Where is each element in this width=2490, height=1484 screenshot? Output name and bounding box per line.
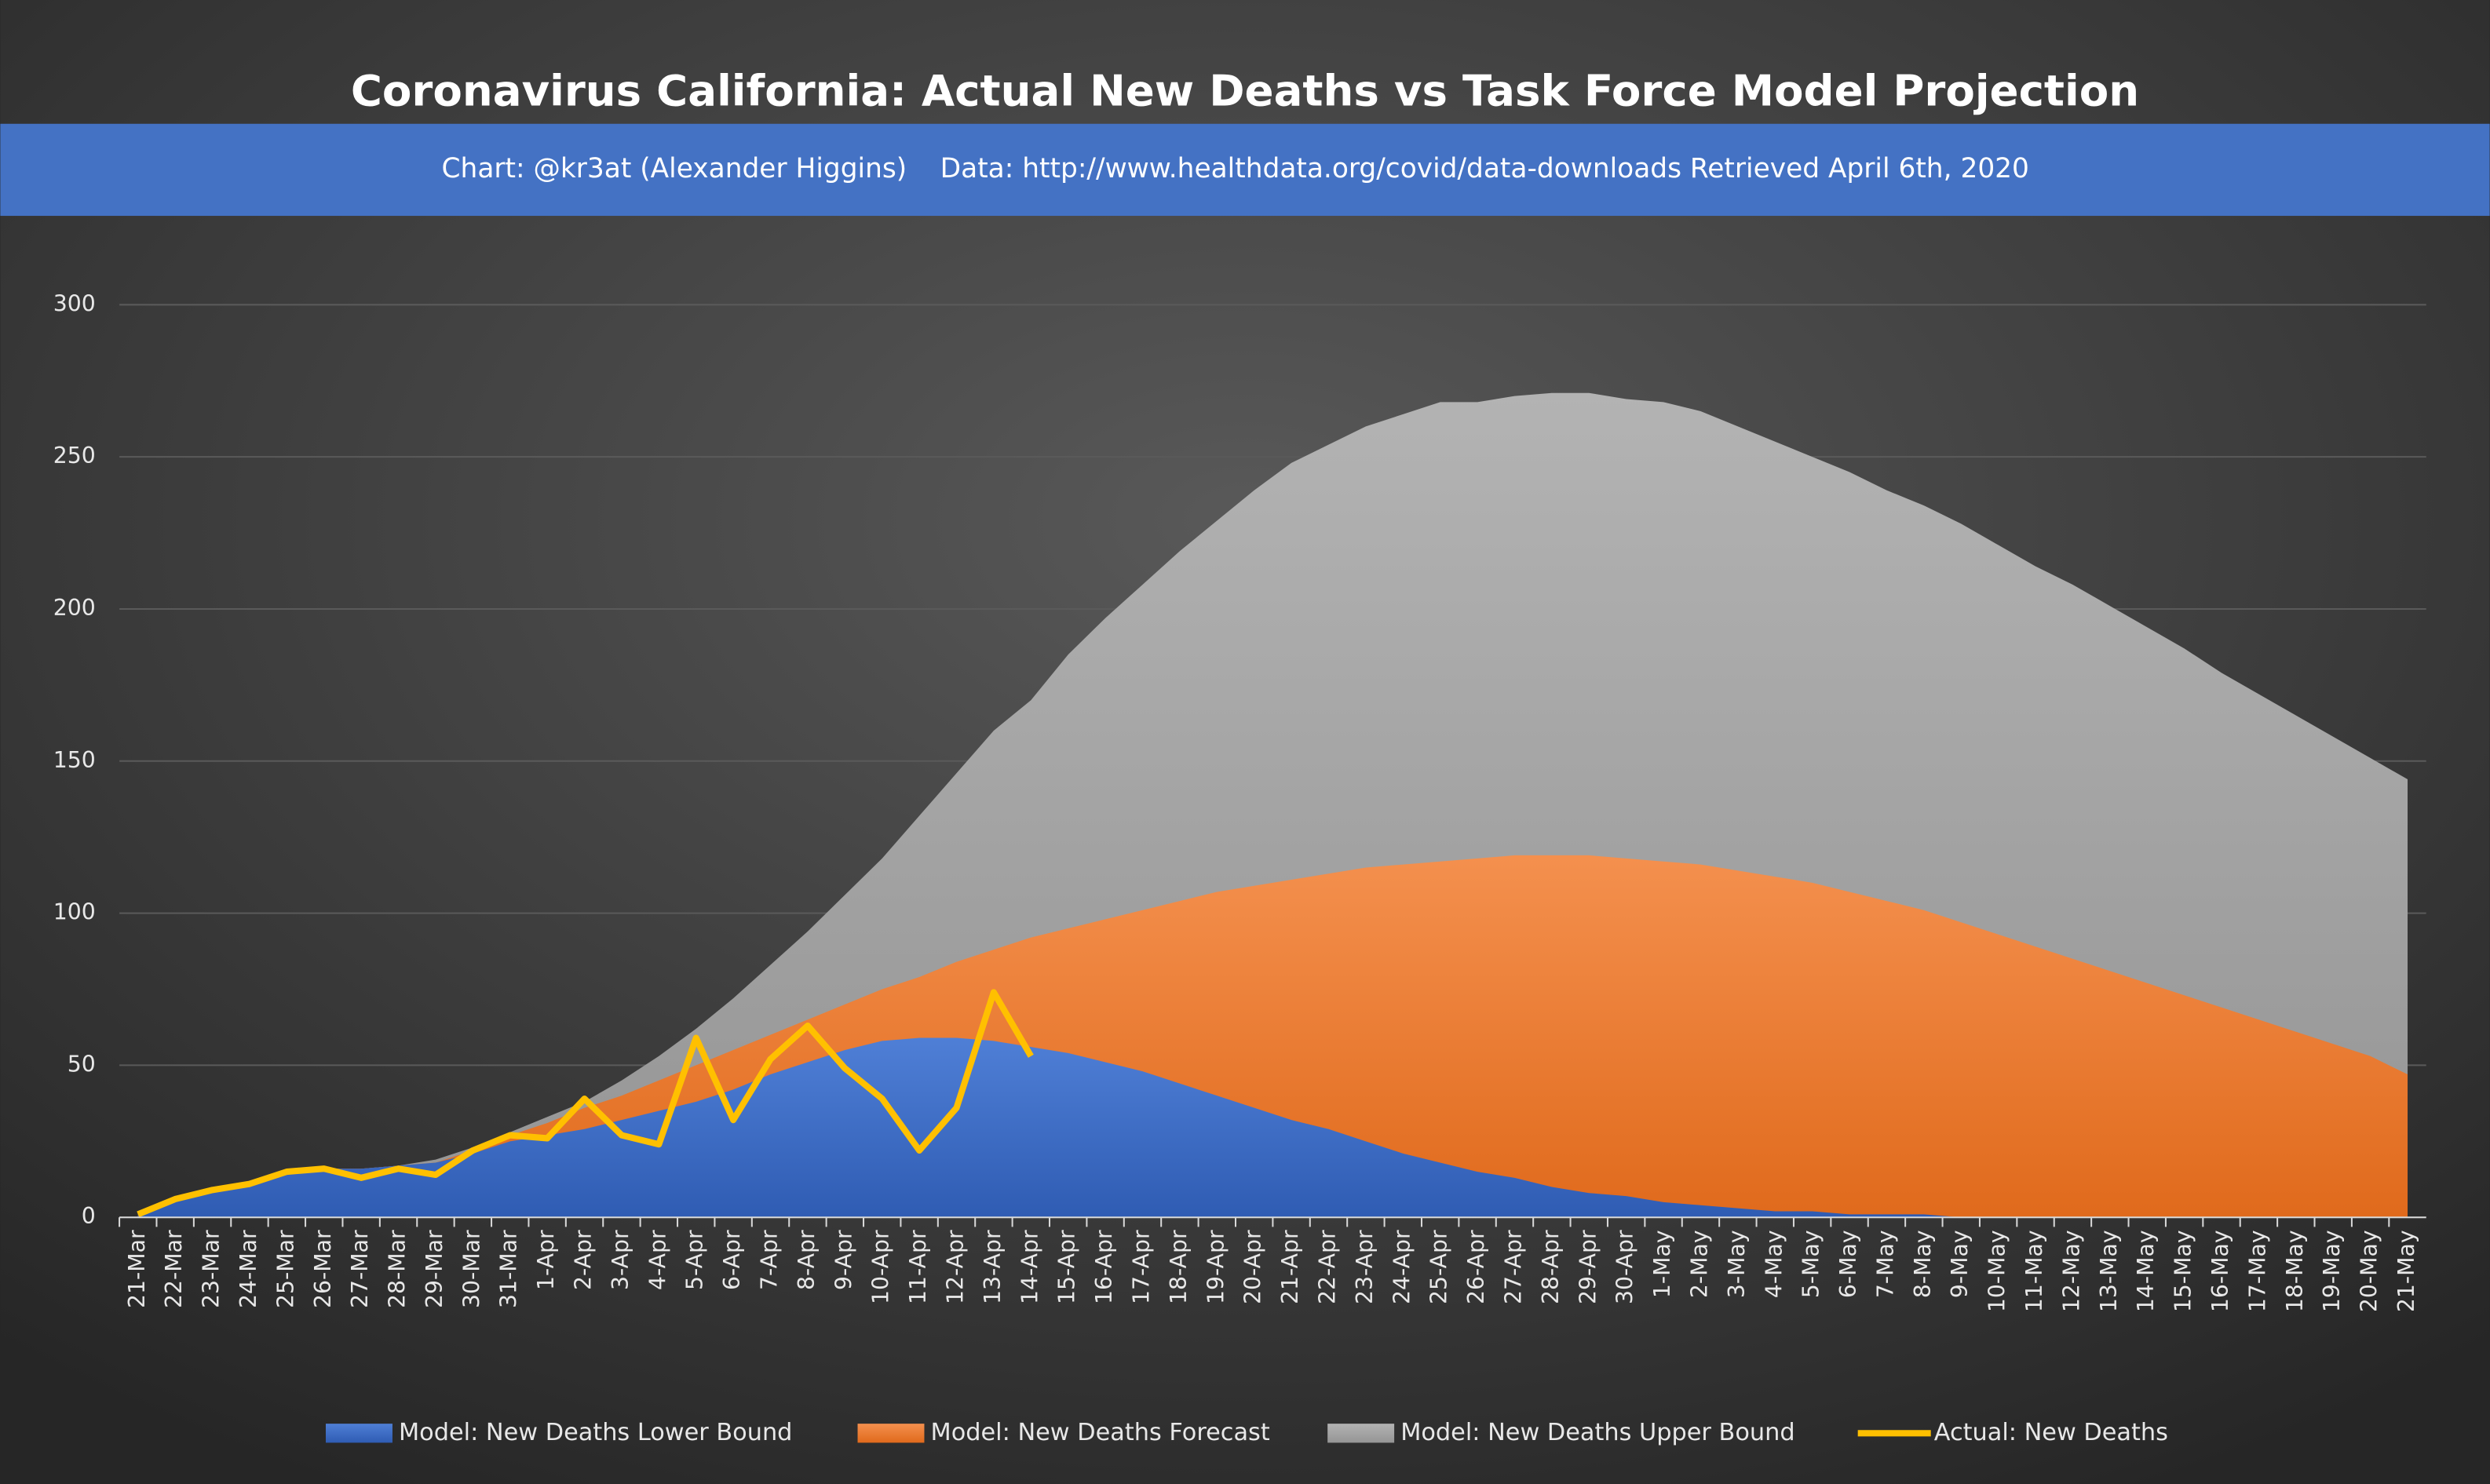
x-tick-label: 14-Apr	[1017, 1230, 1042, 1304]
x-tick-label: 25-Apr	[1426, 1230, 1452, 1304]
legend-swatch	[1327, 1424, 1395, 1443]
x-tick-label: 19-May	[2319, 1230, 2345, 1312]
area	[137, 1037, 2408, 1218]
x-tick-label: 3-Apr	[608, 1230, 633, 1290]
x-tick-label: 25-Mar	[272, 1230, 298, 1308]
x-tick-label: 22-Mar	[161, 1230, 187, 1308]
y-tick-label: 250	[53, 443, 96, 469]
x-tick-label: 2-May	[1686, 1230, 1712, 1298]
x-tick-label: 29-Mar	[422, 1230, 447, 1308]
x-tick-label: 28-Mar	[385, 1230, 411, 1308]
line	[137, 989, 1034, 1218]
x-tick-label: 6-Apr	[719, 1230, 745, 1290]
x-tick-label: 21-Apr	[1277, 1230, 1303, 1304]
x-tick-label: 8-Apr	[794, 1230, 820, 1290]
x-tick-label: 23-Mar	[199, 1230, 225, 1308]
legend-swatch	[857, 1424, 925, 1443]
x-tick-label: 30-Mar	[458, 1230, 484, 1308]
legend-label: Model: New Deaths Upper Bound	[1400, 1419, 1794, 1446]
x-tick-label: 26-Apr	[1463, 1230, 1489, 1304]
y-tick-label: 300	[53, 290, 96, 316]
x-tick-label: 15-Apr	[1054, 1230, 1080, 1304]
x-tick-label: 16-Apr	[1091, 1230, 1117, 1304]
x-tick-label: 11-May	[2021, 1230, 2047, 1312]
y-tick-label: 200	[53, 595, 96, 621]
legend-swatch	[325, 1424, 392, 1443]
x-tick-label: 10-May	[1984, 1230, 2010, 1312]
x-tick-label: 29-Apr	[1575, 1230, 1601, 1304]
y-tick-label: 50	[68, 1051, 96, 1077]
x-tick-label: 24-Apr	[1389, 1230, 1415, 1304]
x-tick-label: 21-May	[2393, 1230, 2419, 1312]
x-tick-label: 18-May	[2282, 1230, 2308, 1312]
x-tick-label: 7-Apr	[757, 1230, 783, 1290]
x-tick-label: 5-Apr	[682, 1230, 708, 1290]
legend-label: Model: New Deaths Forecast	[931, 1419, 1270, 1446]
x-tick-label: 11-Apr	[905, 1230, 931, 1304]
x-tick-label: 6-May	[1835, 1230, 1861, 1298]
x-tick-label: 20-May	[2357, 1230, 2382, 1312]
y-tick-label: 100	[53, 899, 96, 925]
x-tick-label: 2-Apr	[571, 1230, 597, 1290]
y-tick-label: 0	[82, 1203, 96, 1229]
x-tick-label: 9-May	[1947, 1230, 1973, 1298]
x-tick-label: 17-May	[2244, 1230, 2270, 1312]
x-tick-label: 19-Apr	[1203, 1230, 1229, 1304]
x-tick-label: 17-Apr	[1129, 1230, 1155, 1304]
x-tick-label: 1-May	[1649, 1230, 1675, 1298]
x-tick-label: 30-Apr	[1612, 1230, 1638, 1304]
x-tick-label: 4-May	[1761, 1230, 1787, 1298]
legend-label: Model: New Deaths Lower Bound	[399, 1419, 792, 1446]
x-tick-label: 12-Apr	[943, 1230, 969, 1304]
y-tick-label: 150	[53, 747, 96, 773]
x-tick-label: 20-Apr	[1240, 1230, 1266, 1304]
x-tick-label: 27-Mar	[347, 1230, 373, 1308]
x-tick-label: 28-Apr	[1538, 1230, 1564, 1304]
source: Data: http://www.healthdata.org/covid/da…	[940, 153, 2029, 184]
x-tick-label: 1-Apr	[533, 1230, 559, 1290]
subtitle: Chart: @kr3at (Alexander Higgins)	[442, 153, 907, 184]
x-tick-label: 23-Apr	[1352, 1230, 1378, 1304]
x-tick-label: 9-Apr	[831, 1230, 856, 1290]
x-tick-label: 14-May	[2133, 1230, 2159, 1312]
x-tick-label: 18-Apr	[1166, 1230, 1192, 1304]
x-tick-label: 31-Mar	[496, 1230, 522, 1308]
x-tick-label: 8-May	[1910, 1230, 1936, 1298]
x-tick-label: 24-Mar	[235, 1230, 261, 1308]
x-tick-label: 12-May	[2058, 1230, 2084, 1312]
x-tick-label: 13-Apr	[980, 1230, 1006, 1304]
chart-title: Coronavirus California: Actual New Death…	[351, 65, 2139, 115]
legend-label: Actual: New Deaths	[1934, 1419, 2168, 1446]
x-tick-label: 22-Apr	[1314, 1230, 1340, 1304]
x-tick-label: 3-May	[1724, 1230, 1750, 1298]
x-tick-label: 15-May	[2171, 1230, 2196, 1312]
x-tick-label: 21-Mar	[124, 1230, 150, 1308]
x-tick-label: 10-Apr	[868, 1230, 894, 1304]
x-tick-label: 13-May	[2096, 1230, 2122, 1312]
x-tick-label: 5-May	[1798, 1230, 1824, 1298]
subtitle-banner	[0, 123, 2490, 217]
x-tick-label: 7-May	[1872, 1230, 1898, 1298]
x-tick-label: 27-Apr	[1500, 1230, 1526, 1304]
x-tick-label: 4-Apr	[644, 1230, 670, 1290]
x-tick-label: 26-Mar	[310, 1230, 336, 1308]
x-tick-label: 16-May	[2207, 1230, 2233, 1312]
